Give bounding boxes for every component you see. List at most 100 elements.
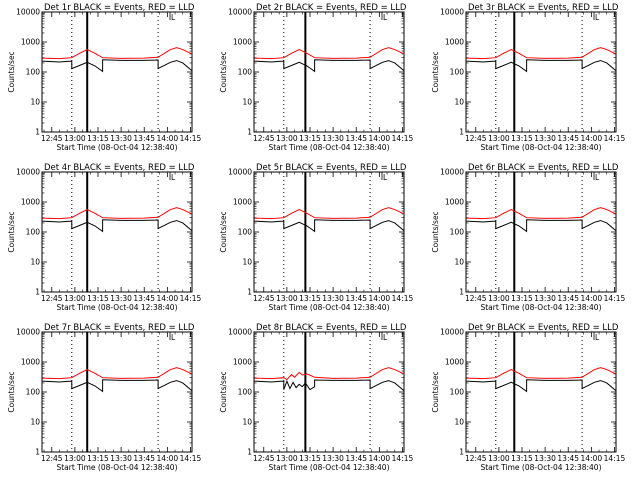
x-tick-label: 13:15 [299, 134, 321, 143]
panel-det-3r: Det 3r BLACK = Events, RED = LLD 1 10 100 10… [431, 3, 625, 152]
y-tick-label: 1 [35, 288, 40, 297]
x-tick-label: 14:00 [369, 454, 391, 463]
y-tick-label: 100 [238, 388, 253, 397]
plot-frame [465, 331, 617, 453]
y-tick-label: 100 [450, 228, 465, 237]
y-axis-label: Counts/sec [7, 211, 16, 252]
x-tick-label: 13:00 [276, 134, 298, 143]
y-tick-label: 100 [26, 228, 41, 237]
panel-det-6r: Det 6r BLACK = Events, RED = LLD 1 10 100 10… [431, 163, 625, 312]
y-tick-label: 1000 [233, 358, 252, 367]
x-tick-label: 13:30 [110, 294, 132, 303]
x-tick-label: 12:45 [41, 294, 63, 303]
x-tick-label: 13:00 [488, 454, 510, 463]
series-events-line [254, 219, 405, 233]
y-tick-label: 1000 [21, 38, 40, 47]
x-tick-label: 14:00 [157, 454, 179, 463]
plot-frame [41, 331, 193, 453]
y-axis-label: Counts/sec [7, 371, 16, 412]
panel-title: Det 6r BLACK = Events, RED = LLD [468, 163, 619, 173]
y-tick-label: 1000 [233, 38, 252, 47]
x-tick-label: 13:45 [345, 134, 367, 143]
y-tick-label: 10000 [440, 8, 464, 17]
y-tick-label: 100 [26, 388, 41, 397]
x-tick-label: 13:45 [345, 454, 367, 463]
x-axis-label: Start Time (08-Oct-04 12:38:40) [268, 143, 389, 152]
x-tick-label: 12:45 [253, 134, 275, 143]
series-lld-line [466, 367, 617, 380]
marker-label: L [595, 173, 600, 182]
series-events-line [42, 219, 193, 233]
y-tick-label: 10000 [440, 328, 464, 337]
y-tick-label: 10000 [16, 168, 40, 177]
x-tick-label: 13:15 [299, 454, 321, 463]
y-tick-label: 10 [242, 418, 252, 427]
y-tick-label: 1000 [21, 358, 40, 367]
x-axis-label: Start Time (08-Oct-04 12:38:40) [56, 143, 177, 152]
x-tick-label: 13:30 [322, 454, 344, 463]
x-tick-label: 13:45 [345, 294, 367, 303]
x-tick-label: 14:00 [157, 134, 179, 143]
x-tick-label: 13:45 [133, 454, 155, 463]
y-axis-label: Counts/sec [7, 51, 16, 92]
panel-title: Det 4r BLACK = Events, RED = LLD [44, 163, 195, 173]
x-tick-label: 14:00 [581, 454, 603, 463]
marker-label: L [171, 173, 176, 182]
panel-det-2r: Det 2r BLACK = Events, RED = LLD 1 10 100 10… [219, 3, 413, 152]
series-events-line [254, 379, 405, 392]
x-tick-label: 13:00 [276, 294, 298, 303]
y-tick-label: 10000 [228, 328, 252, 337]
y-tick-label: 1 [35, 448, 40, 457]
x-tick-label: 14:00 [369, 294, 391, 303]
x-tick-label: 12:45 [41, 454, 63, 463]
y-tick-label: 10000 [440, 168, 464, 177]
panel-title: Det 1r BLACK = Events, RED = LLD [44, 3, 195, 13]
x-tick-label: 13:15 [299, 294, 321, 303]
y-tick-label: 1 [459, 448, 464, 457]
x-tick-label: 13:30 [534, 454, 556, 463]
x-tick-label: 13:15 [87, 454, 109, 463]
x-axis-label: Start Time (08-Oct-04 12:38:40) [56, 463, 177, 472]
y-tick-label: 100 [450, 388, 465, 397]
marker-label: L [383, 13, 388, 22]
y-tick-label: 1000 [445, 358, 464, 367]
y-tick-label: 10 [30, 258, 40, 267]
x-tick-label: 13:45 [557, 294, 579, 303]
panel-det-7r: Det 7r BLACK = Events, RED = LLD 1 10 100 10… [7, 323, 201, 472]
x-tick-label: 12:45 [41, 134, 63, 143]
plot-frame [253, 171, 405, 293]
y-axis-label: Counts/sec [431, 211, 440, 252]
x-tick-label: 13:15 [511, 134, 533, 143]
y-tick-label: 1 [247, 128, 252, 137]
panel-det-9r: Det 9r BLACK = Events, RED = LLD 1 10 100 10… [431, 323, 625, 472]
x-tick-label: 12:45 [253, 294, 275, 303]
marker-label: L [171, 13, 176, 22]
x-tick-label: 14:15 [604, 454, 626, 463]
y-tick-label: 10 [242, 258, 252, 267]
panel-title: Det 9r BLACK = Events, RED = LLD [468, 323, 619, 333]
series-events-line [466, 379, 617, 393]
series-events-line [466, 219, 617, 233]
panel-title: Det 8r BLACK = Events, RED = LLD [256, 323, 407, 333]
marker-label: L [383, 333, 388, 342]
x-tick-label: 13:30 [534, 134, 556, 143]
series-events-line [42, 59, 193, 73]
series-lld-line [254, 47, 405, 60]
y-tick-label: 10000 [228, 168, 252, 177]
y-axis-label: Counts/sec [431, 51, 440, 92]
y-tick-label: 1000 [233, 198, 252, 207]
x-tick-label: 13:00 [488, 294, 510, 303]
x-axis-label: Start Time (08-Oct-04 12:38:40) [480, 463, 601, 472]
y-tick-label: 10 [30, 418, 40, 427]
x-tick-label: 13:30 [322, 134, 344, 143]
marker-label: L [383, 173, 388, 182]
x-tick-label: 13:45 [557, 454, 579, 463]
series-lld-line [466, 47, 617, 60]
y-axis-label: Counts/sec [219, 211, 228, 252]
y-axis-label: Counts/sec [219, 371, 228, 412]
panel-title: Det 7r BLACK = Events, RED = LLD [44, 323, 195, 333]
x-tick-label: 13:15 [511, 294, 533, 303]
y-tick-label: 10 [454, 98, 464, 107]
y-tick-label: 100 [26, 68, 41, 77]
y-tick-label: 1 [459, 288, 464, 297]
